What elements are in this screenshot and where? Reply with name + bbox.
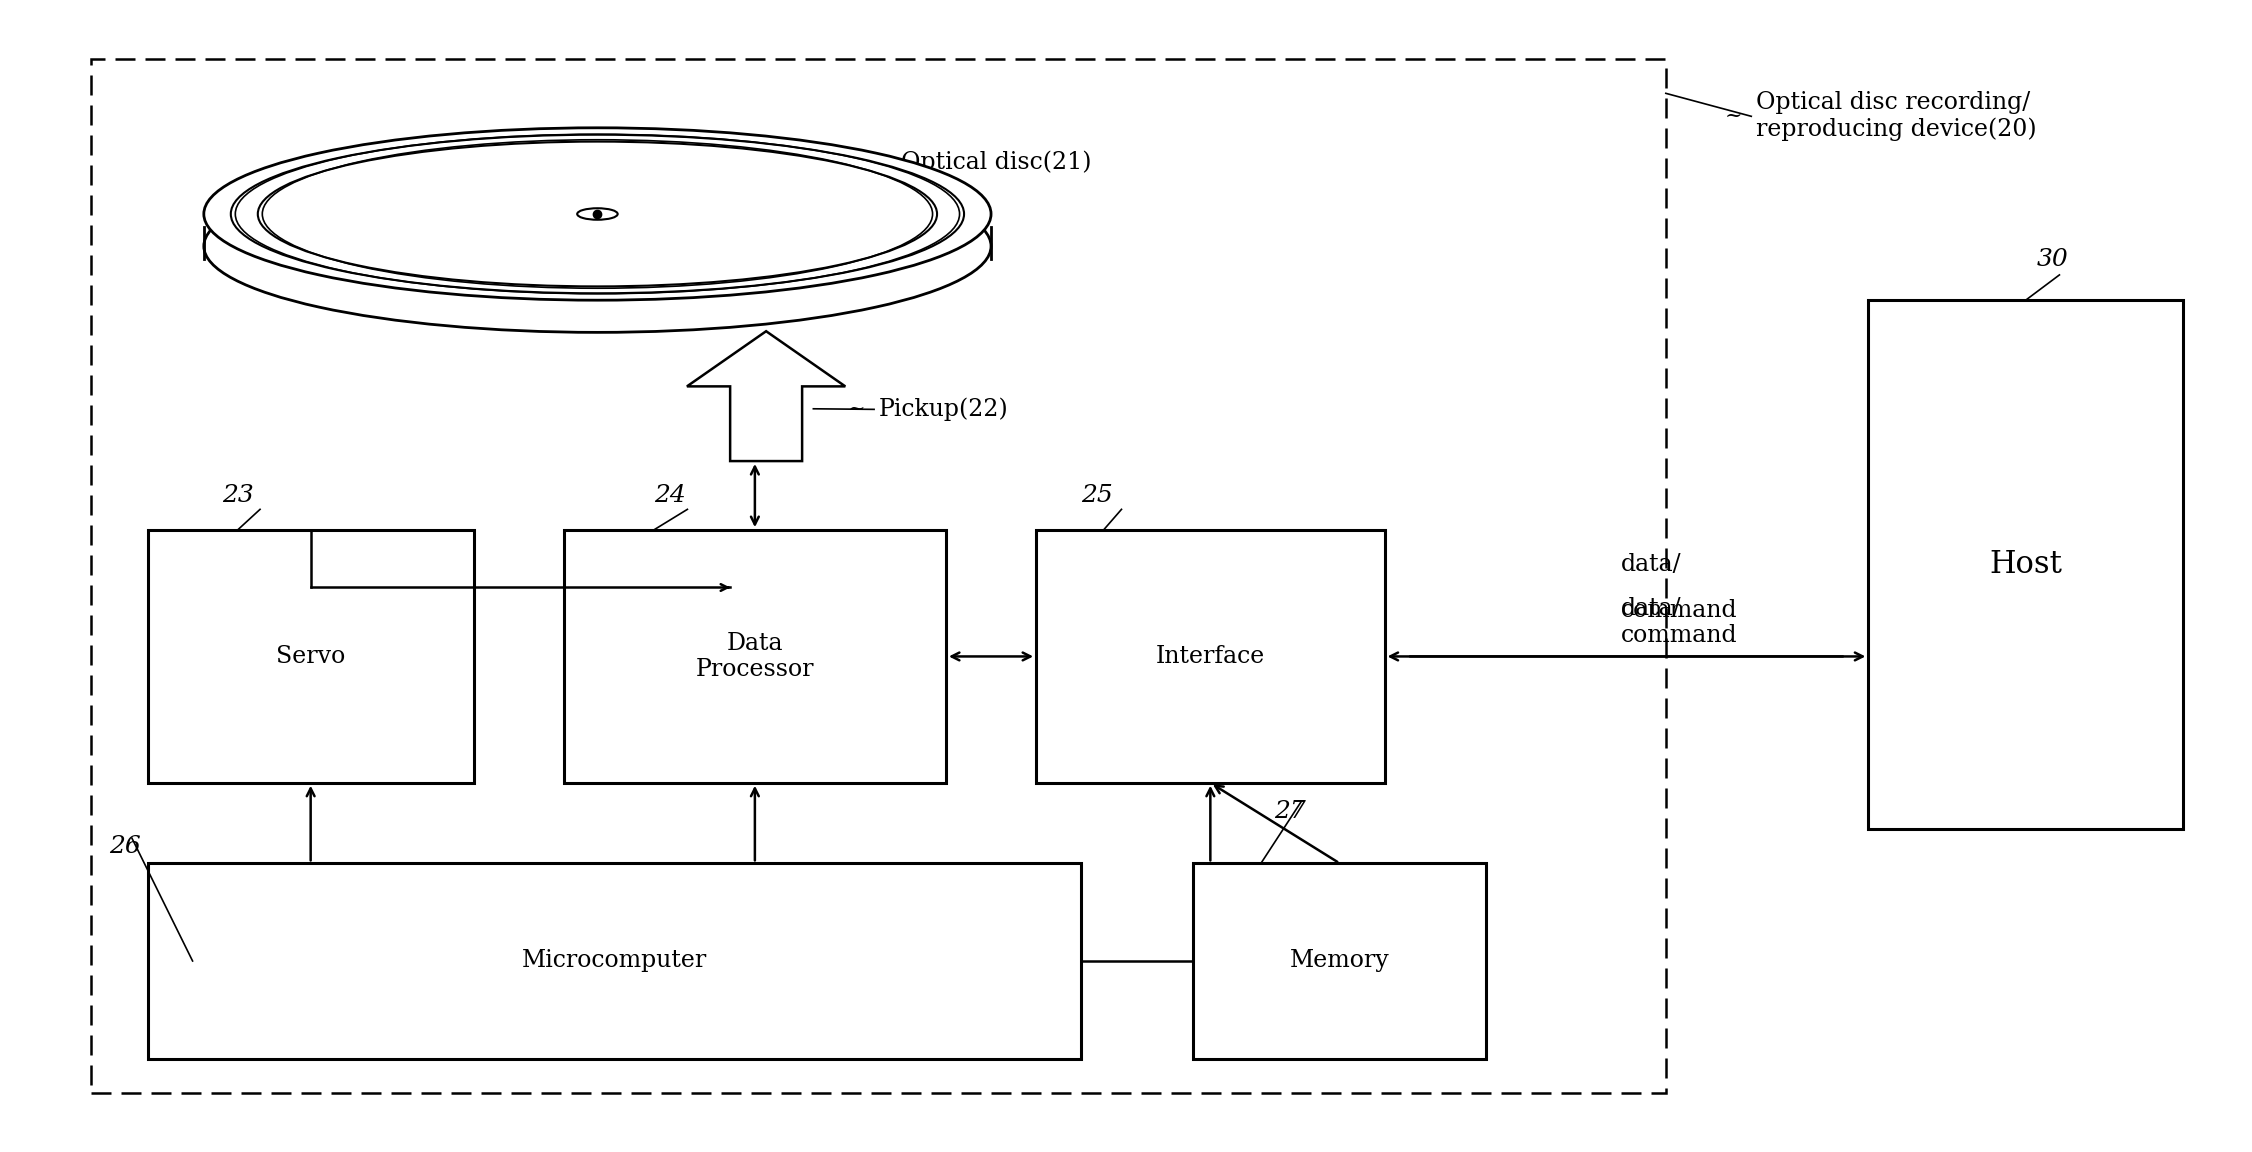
FancyBboxPatch shape <box>1869 301 2182 828</box>
Text: command: command <box>1621 599 1739 622</box>
FancyBboxPatch shape <box>1036 530 1385 783</box>
Text: Pickup(22): Pickup(22) <box>878 397 1009 422</box>
Text: Servo: Servo <box>277 645 345 668</box>
Text: ~: ~ <box>869 153 887 172</box>
Text: 27: 27 <box>1275 801 1306 823</box>
Text: data/: data/ <box>1621 553 1682 576</box>
FancyBboxPatch shape <box>1194 863 1486 1059</box>
Text: Interface: Interface <box>1155 645 1266 668</box>
FancyBboxPatch shape <box>149 530 473 783</box>
Text: ~: ~ <box>1725 107 1743 126</box>
Ellipse shape <box>205 160 991 333</box>
Text: 30: 30 <box>2038 249 2070 272</box>
Text: Optical disc(21): Optical disc(21) <box>901 151 1092 174</box>
Text: Data
Processor: Data Processor <box>696 631 815 681</box>
Text: Host: Host <box>1989 550 2063 579</box>
Text: 23: 23 <box>221 484 254 507</box>
FancyBboxPatch shape <box>563 530 946 783</box>
Text: 25: 25 <box>1081 484 1112 507</box>
Polygon shape <box>687 332 844 461</box>
Text: 24: 24 <box>653 484 685 507</box>
Text: Optical disc recording/
reproducing device(20): Optical disc recording/ reproducing devi… <box>1757 91 2036 142</box>
Text: Microcomputer: Microcomputer <box>522 949 707 972</box>
FancyBboxPatch shape <box>149 863 1081 1059</box>
Text: 26: 26 <box>110 834 142 857</box>
Ellipse shape <box>577 209 617 220</box>
Ellipse shape <box>205 128 991 301</box>
Text: data/
command: data/ command <box>1621 597 1739 646</box>
Text: ~: ~ <box>847 400 865 419</box>
Text: Memory: Memory <box>1290 949 1389 972</box>
